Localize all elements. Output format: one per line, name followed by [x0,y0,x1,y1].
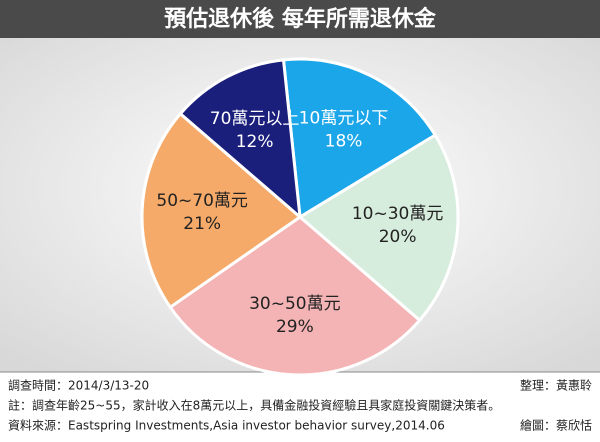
title-banner [0,0,600,38]
slice-label: 70萬元以上 [210,109,300,129]
slice-label: 50~70萬元 [156,191,248,211]
slice-label: 30~50萬元 [249,294,341,314]
slice-value-label: 20% [379,227,417,247]
pie-slice [281,57,438,220]
survey-date: 調查時間：2014/3/13-20 [8,379,149,393]
source: 資料來源：Eastspring Investments,Asia investo… [8,419,445,433]
pie-slice [297,133,460,323]
pie-slice [140,111,303,310]
pie-slice [168,215,422,377]
pie: 10萬元以下 18% 10~30萬元 20% 30~50萬元 29% 50~70萬元 21% 7… [140,57,460,377]
slice-value-label: 21% [183,214,221,234]
slice-label: 10~30萬元 [352,204,444,224]
chart-title: 預估退休後 每年所需退休金 [164,6,437,32]
slice-value-label: 29% [276,317,314,337]
editor: 整理：黃惠聆 [520,378,592,393]
graphics-credit: 繪圖：蔡欣恬 [520,418,592,433]
note: 註：調查年齡25~55，家計收入在8萬元以上，具備金融投資經驗且具家庭投資關鍵決… [8,398,500,413]
slice-label: 10萬元以下 [299,108,389,128]
slice-value-label: 18% [325,131,363,151]
pie-slice [178,58,302,221]
slice-value-label: 12% [236,132,274,152]
